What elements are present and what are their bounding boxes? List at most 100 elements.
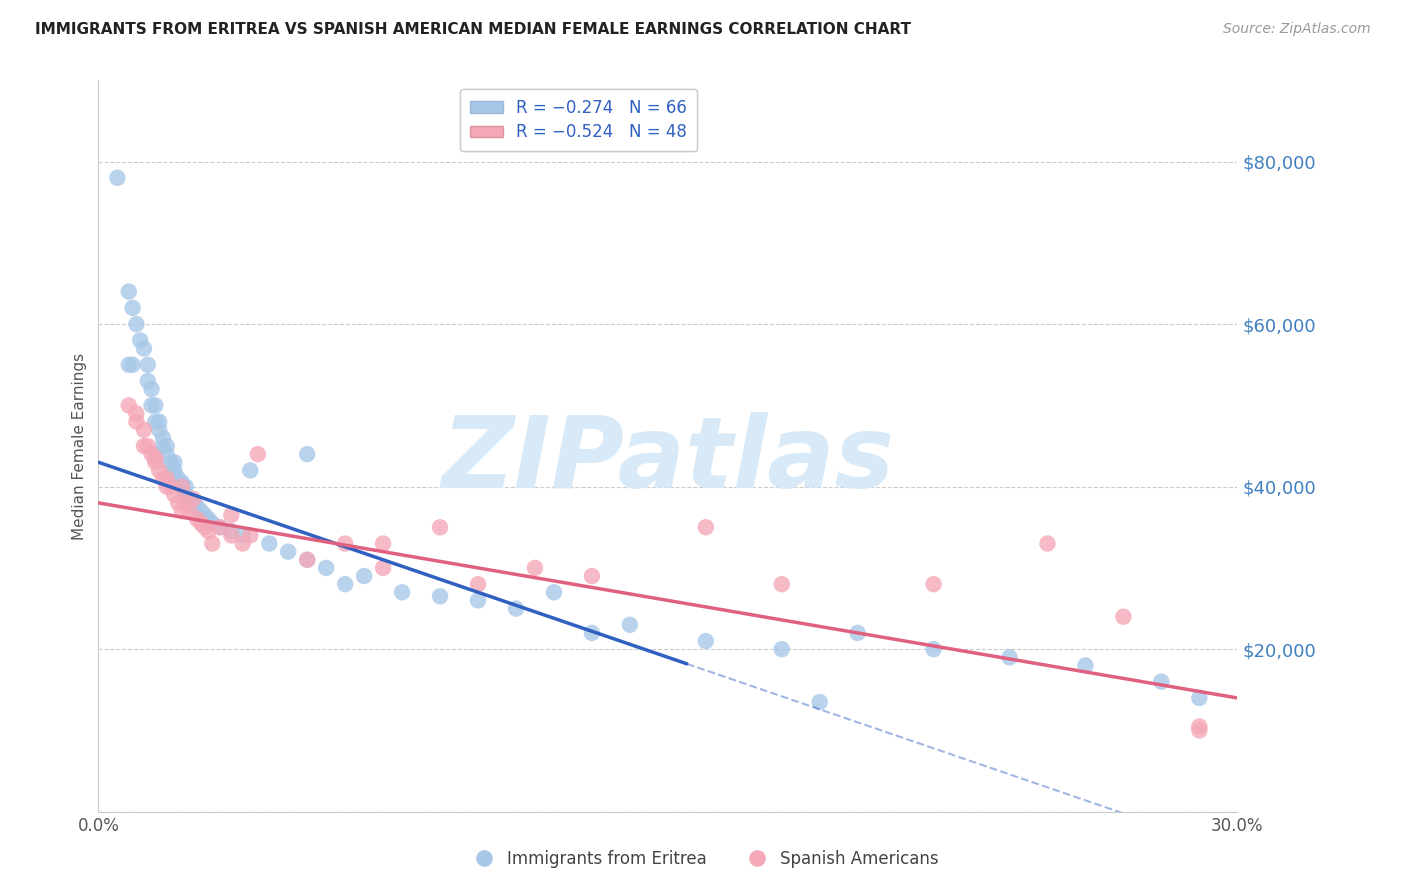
Point (148, 423, 170, 437)
Point (190, 504, 212, 518)
Point (145, 415, 167, 429)
Point (239, 528, 262, 542)
Point (197, 512, 219, 526)
Point (141, 398, 163, 412)
Point (129, 334, 152, 348)
Point (922, 642, 945, 657)
Y-axis label: Median Female Earnings: Median Female Earnings (72, 352, 87, 540)
Point (163, 463, 186, 477)
Point (152, 471, 174, 485)
Point (315, 561, 337, 575)
Point (132, 342, 155, 356)
Text: Source: ZipAtlas.com: Source: ZipAtlas.com (1223, 22, 1371, 37)
Point (232, 528, 254, 542)
Point (174, 488, 197, 502)
Point (922, 577, 945, 591)
Point (174, 496, 197, 510)
Point (695, 634, 717, 648)
Point (581, 569, 603, 583)
Point (136, 374, 159, 388)
Point (505, 601, 527, 615)
Point (167, 471, 190, 485)
Point (163, 455, 186, 469)
Point (846, 626, 869, 640)
Point (277, 544, 299, 558)
Point (159, 480, 181, 494)
Point (998, 650, 1021, 665)
Point (467, 577, 489, 591)
Point (170, 475, 193, 490)
Point (118, 398, 141, 412)
Point (148, 463, 170, 477)
Point (695, 520, 717, 534)
Point (429, 520, 451, 534)
Point (118, 358, 141, 372)
Point (156, 439, 179, 453)
Point (197, 524, 219, 539)
Point (121, 358, 143, 372)
Legend: R = −0.274   N = 66, R = −0.524   N = 48: R = −0.274 N = 66, R = −0.524 N = 48 (460, 88, 697, 152)
Point (125, 415, 148, 429)
Point (145, 447, 167, 461)
Point (194, 508, 217, 522)
Point (183, 491, 205, 506)
Point (467, 593, 489, 607)
Point (770, 577, 793, 591)
Point (118, 285, 141, 299)
Point (136, 439, 159, 453)
Point (156, 480, 179, 494)
Point (152, 431, 174, 445)
Point (543, 585, 565, 599)
Point (159, 455, 181, 469)
Point (132, 423, 155, 437)
Point (524, 561, 547, 575)
Point (186, 500, 208, 514)
Point (170, 504, 193, 518)
Point (353, 569, 375, 583)
Point (208, 520, 231, 534)
Point (179, 491, 201, 506)
Point (156, 471, 179, 485)
Point (1074, 658, 1097, 673)
Point (125, 407, 148, 421)
Point (136, 358, 159, 372)
Point (183, 496, 205, 510)
Point (246, 447, 269, 461)
Point (170, 480, 193, 494)
Point (371, 561, 394, 575)
Point (335, 536, 357, 550)
Point (170, 480, 193, 494)
Point (335, 577, 357, 591)
Point (201, 516, 224, 531)
Point (159, 459, 181, 474)
Point (232, 536, 254, 550)
Point (167, 496, 190, 510)
Point (145, 451, 167, 466)
Point (297, 553, 319, 567)
Point (581, 626, 603, 640)
Point (132, 439, 155, 453)
Point (297, 553, 319, 567)
Point (259, 536, 281, 550)
Point (186, 512, 208, 526)
Legend: Immigrants from Eritrea, Spanish Americans: Immigrants from Eritrea, Spanish America… (461, 844, 945, 875)
Text: ZIPatlas: ZIPatlas (441, 412, 894, 509)
Point (190, 516, 212, 531)
Text: IMMIGRANTS FROM ERITREA VS SPANISH AMERICAN MEDIAN FEMALE EARNINGS CORRELATION C: IMMIGRANTS FROM ERITREA VS SPANISH AMERI… (35, 22, 911, 37)
Point (1112, 609, 1135, 624)
Point (183, 496, 205, 510)
Point (201, 536, 224, 550)
Point (152, 439, 174, 453)
Point (371, 536, 394, 550)
Point (145, 398, 167, 412)
Point (179, 504, 201, 518)
Point (1188, 719, 1211, 733)
Point (1150, 674, 1173, 689)
Point (163, 488, 186, 502)
Point (1188, 723, 1211, 738)
Point (619, 617, 641, 632)
Point (148, 415, 170, 429)
Point (221, 508, 243, 522)
Point (429, 590, 451, 604)
Point (194, 520, 217, 534)
